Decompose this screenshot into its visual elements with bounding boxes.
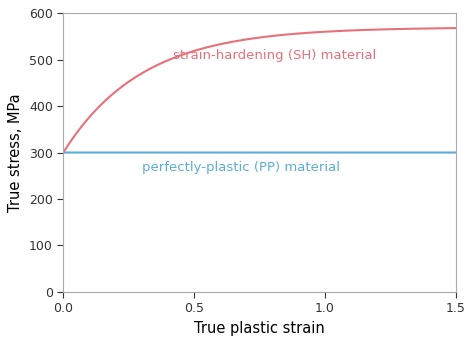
Y-axis label: True stress, MPa: True stress, MPa xyxy=(9,93,23,212)
X-axis label: True plastic strain: True plastic strain xyxy=(194,321,325,336)
Text: strain-hardening (SH) material: strain-hardening (SH) material xyxy=(173,49,376,62)
Text: perfectly-plastic (PP) material: perfectly-plastic (PP) material xyxy=(142,161,340,174)
